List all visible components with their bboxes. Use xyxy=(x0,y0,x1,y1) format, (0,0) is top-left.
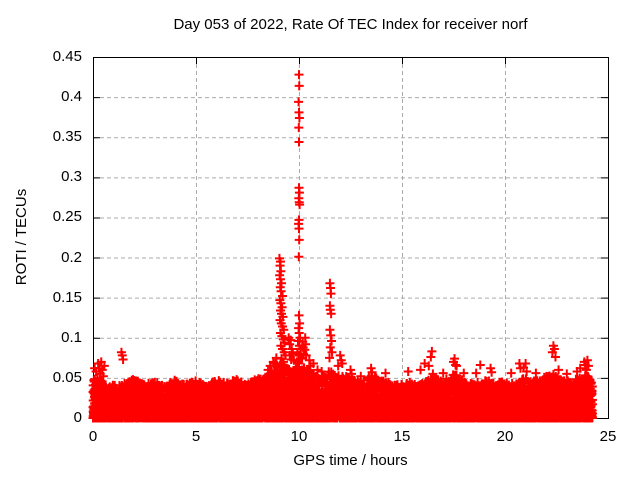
x-tick-label: 15 xyxy=(393,428,411,445)
y-tick-label: 0.1 xyxy=(61,328,82,346)
x-tick-label: 0 xyxy=(88,428,98,445)
y-axis-title: ROTI / TECUs xyxy=(13,188,30,286)
y-tick-label: 0.15 xyxy=(52,288,82,306)
y-tick-label: 0.2 xyxy=(61,248,82,266)
y-tick-label: 0.3 xyxy=(61,168,82,186)
x-tick-label: 5 xyxy=(191,428,201,445)
x-tick-label: 10 xyxy=(290,428,308,445)
y-tick-label: 0.45 xyxy=(52,48,82,65)
x-tick-label: 20 xyxy=(496,428,514,445)
y-tick-label: 0.4 xyxy=(61,88,82,106)
y-tick-label: 0.35 xyxy=(52,128,82,146)
x-tick-label: 25 xyxy=(599,428,617,445)
y-tick-label: 0 xyxy=(73,409,82,426)
x-axis-title: GPS time / hours xyxy=(293,452,408,469)
chart-title: Day 053 of 2022, Rate Of TEC Index for r… xyxy=(173,16,528,33)
y-tick-label: 0.25 xyxy=(52,208,82,226)
y-tick-label: 0.05 xyxy=(52,368,82,386)
